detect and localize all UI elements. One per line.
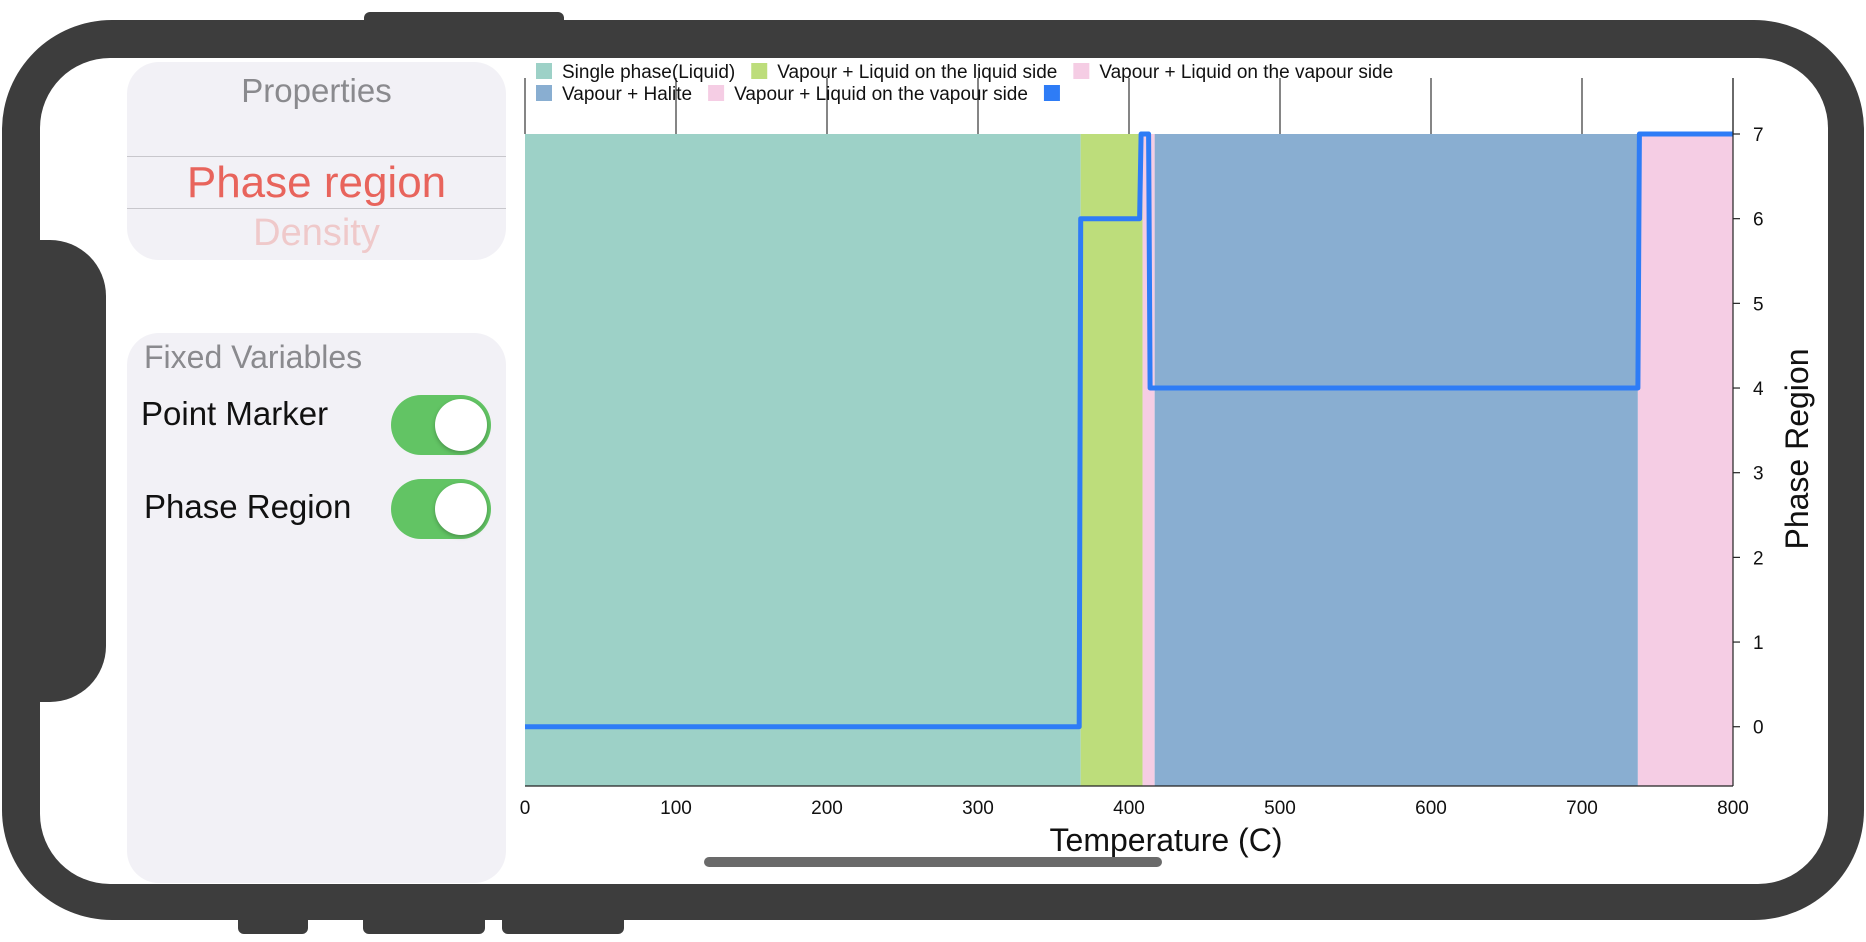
- phase-region-line: [525, 131, 1733, 730]
- picker-divider: [127, 208, 506, 209]
- legend-swatch: [708, 85, 725, 101]
- device-button-top: [364, 12, 564, 30]
- x-tick-label: 400: [1113, 798, 1145, 819]
- device-notch: [40, 240, 106, 702]
- legend-label: Vapour + Liquid on the liquid side: [777, 62, 1057, 83]
- home-indicator[interactable]: [704, 857, 1162, 867]
- picker-next-item[interactable]: Density: [253, 212, 380, 254]
- fixed-variables-title: Fixed Variables: [144, 339, 363, 375]
- x-tick-label: 0: [520, 798, 531, 819]
- device-button-bottom: [363, 906, 485, 934]
- y-tick-label: 3: [1753, 464, 1764, 485]
- x-tick-label: 700: [1566, 798, 1598, 819]
- y-tick-label: 7: [1753, 125, 1764, 146]
- y-tick-label: 0: [1753, 718, 1764, 739]
- y-tick-label: 1: [1753, 633, 1764, 654]
- legend-swatch: [536, 85, 552, 101]
- device-button-bottom: [238, 906, 308, 934]
- phase-region-band: [1154, 134, 1638, 786]
- x-tick-label: 600: [1415, 798, 1447, 819]
- toggle-knob: [435, 399, 487, 451]
- legend-swatch: [1043, 85, 1060, 101]
- legend-label: Vapour + Liquid on the vapour side: [734, 84, 1028, 105]
- legend-swatch: [536, 63, 552, 79]
- x-tick-label: 100: [660, 798, 692, 819]
- legend-label: Single phase(Liquid): [562, 62, 735, 83]
- legend-swatch: [751, 63, 768, 79]
- phase-region-toggle[interactable]: [391, 479, 491, 539]
- phase-region-band: [525, 134, 1081, 786]
- phase-region-label: Phase Region: [144, 488, 352, 525]
- x-tick-label: 200: [811, 798, 843, 819]
- x-tick-label: 300: [962, 798, 994, 819]
- legend-swatch: [1073, 63, 1090, 79]
- point-marker-label: Point Marker: [141, 395, 329, 432]
- legend-label: Vapour + Halite: [562, 84, 692, 105]
- properties-title: Properties: [241, 72, 392, 109]
- fixed-variables-panel: Fixed Variables Point Marker Phase Regio…: [127, 333, 506, 883]
- x-axis-label: Temperature (C): [1050, 822, 1283, 858]
- x-tick-label: 800: [1717, 798, 1749, 819]
- phase-region-band: [1637, 134, 1733, 786]
- toggle-knob: [435, 483, 487, 535]
- phase-region-band: [1080, 134, 1143, 786]
- y-axis-label: Phase Region: [1779, 348, 1815, 549]
- y-tick-label: 6: [1753, 210, 1764, 231]
- y-tick-label: 4: [1753, 379, 1764, 400]
- legend-label: Vapour + Liquid on the vapour side: [1099, 62, 1393, 83]
- x-tick-label: 500: [1264, 798, 1296, 819]
- device-button-bottom: [502, 906, 624, 934]
- y-tick-label: 2: [1753, 548, 1764, 569]
- picker-selected-item[interactable]: Phase region: [186, 158, 447, 207]
- picker-divider: [127, 156, 506, 157]
- properties-picker[interactable]: Properties Phase region Density: [127, 62, 506, 260]
- point-marker-toggle[interactable]: [391, 395, 491, 455]
- y-tick-label: 5: [1753, 294, 1764, 315]
